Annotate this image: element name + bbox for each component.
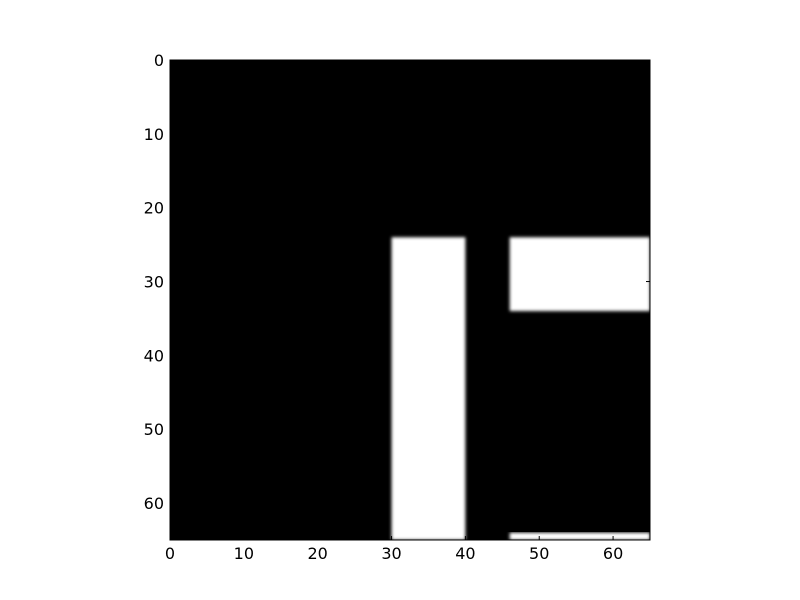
x-tick-label: 60 xyxy=(603,544,623,563)
y-axis: 0 10 20 30 40 50 60 xyxy=(144,51,650,513)
x-tick-label: 40 xyxy=(455,544,475,563)
y-tick-label: 50 xyxy=(144,420,164,439)
y-tick-label: 30 xyxy=(144,273,164,292)
plot-frame xyxy=(169,59,651,541)
y-tick-label: 10 xyxy=(144,125,164,144)
y-tick-label: 40 xyxy=(144,346,164,365)
x-axis: 0 10 20 30 40 50 60 xyxy=(165,536,623,563)
x-tick-label: 10 xyxy=(234,544,254,563)
heatmap-region-horizontal-bar-top xyxy=(509,237,650,312)
x-tick-label: 20 xyxy=(308,544,328,563)
y-tick-label: 0 xyxy=(154,51,164,70)
plot-area xyxy=(169,59,651,541)
heatmap-region-horizontal-bar-bottom xyxy=(509,532,650,540)
y-tick-label: 60 xyxy=(144,494,164,513)
y-tick-label: 20 xyxy=(144,199,164,218)
x-tick-label: 50 xyxy=(529,544,549,563)
heatmap-region-vertical-bar xyxy=(391,237,466,540)
x-tick-label: 30 xyxy=(381,544,401,563)
x-tick-label: 0 xyxy=(165,544,175,563)
heatmap-regions xyxy=(391,237,650,540)
